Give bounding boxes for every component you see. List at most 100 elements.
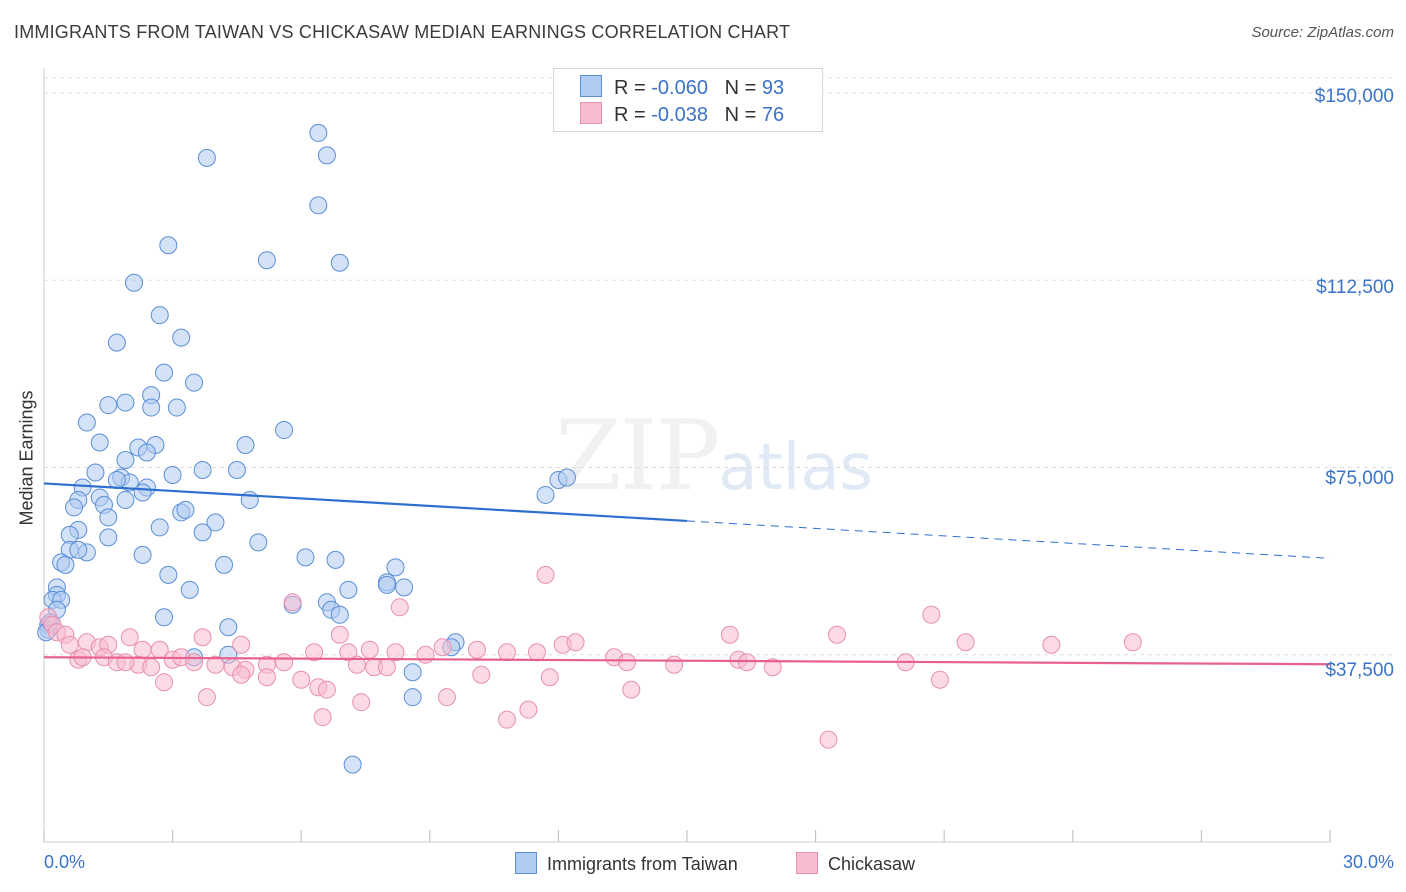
- chickasaw-swatch: [580, 102, 602, 124]
- taiwan-point: [296, 548, 315, 567]
- y-tick-label-150000: $150,000: [1314, 86, 1394, 107]
- taiwan-point: [60, 525, 79, 544]
- chickasaw-point: [339, 643, 358, 662]
- chickasaw-point: [116, 653, 135, 672]
- taiwan-point: [326, 550, 345, 569]
- y-axis-label: Median Earnings: [16, 390, 37, 526]
- taiwan-point: [330, 605, 349, 624]
- chickasaw-point: [352, 693, 371, 712]
- taiwan-point: [125, 273, 144, 292]
- chickasaw-point: [1123, 633, 1142, 652]
- taiwan-point: [377, 575, 396, 594]
- taiwan-point: [193, 460, 212, 479]
- taiwan-point: [142, 398, 161, 417]
- legend-row-taiwan: R = -0.060 N = 93: [580, 75, 784, 99]
- chickasaw-point: [185, 653, 204, 672]
- legend-n-value: 76: [761, 104, 785, 126]
- taiwan-point: [69, 540, 88, 559]
- taiwan-point: [240, 490, 259, 509]
- taiwan-point: [107, 333, 126, 352]
- taiwan-point: [155, 608, 174, 627]
- chickasaw-point: [193, 628, 212, 647]
- taiwan-swatch: [515, 852, 537, 874]
- taiwan-point: [137, 443, 156, 462]
- chickasaw-point: [155, 673, 174, 692]
- chickasaw-point: [930, 670, 949, 689]
- taiwan-point: [172, 328, 191, 347]
- chickasaw-point: [738, 653, 757, 672]
- chickasaw-swatch: [796, 852, 818, 874]
- taiwan-point: [99, 396, 118, 415]
- series-name-taiwan: Immigrants from Taiwan: [547, 854, 738, 874]
- taiwan-point: [536, 485, 555, 504]
- taiwan-point: [180, 580, 199, 599]
- taiwan-point: [133, 545, 152, 564]
- chickasaw-point: [437, 688, 456, 707]
- chickasaw-point: [540, 668, 559, 687]
- taiwan-point: [193, 523, 212, 542]
- taiwan-point: [116, 450, 135, 469]
- chickasaw-point: [292, 670, 311, 689]
- taiwan-point: [403, 663, 422, 682]
- chickasaw-point: [665, 655, 684, 674]
- chickasaw-point: [536, 565, 555, 584]
- chickasaw-point: [922, 605, 941, 624]
- chickasaw-point: [1042, 635, 1061, 654]
- taiwan-point: [65, 498, 84, 517]
- chickasaw-point: [347, 655, 366, 674]
- taiwan-swatch: [580, 75, 602, 97]
- taiwan-point: [317, 146, 336, 165]
- chickasaw-point: [497, 643, 516, 662]
- chickasaw-trend-line: [43, 656, 1331, 666]
- taiwan-point: [395, 578, 414, 597]
- taiwan-point: [116, 393, 135, 412]
- chickasaw-point: [497, 710, 516, 729]
- taiwan-trend-line: [43, 482, 688, 523]
- watermark-atlas: atlas: [718, 431, 873, 505]
- chickasaw-point: [142, 658, 161, 677]
- legend-n-value: 93: [761, 77, 785, 99]
- chickasaw-point: [956, 633, 975, 652]
- taiwan-point: [215, 555, 234, 574]
- chickasaw-point: [305, 643, 324, 662]
- taiwan-point: [257, 251, 276, 270]
- taiwan-point: [99, 508, 118, 527]
- chickasaw-point: [519, 700, 538, 719]
- x-tick-label-min: 0.0%: [44, 852, 86, 872]
- y-tick-label-112500: $112,500: [1316, 277, 1394, 298]
- taiwan-point: [403, 688, 422, 707]
- taiwan-point: [167, 398, 186, 417]
- taiwan-point: [150, 306, 169, 325]
- taiwan-point: [116, 490, 135, 509]
- chickasaw-point: [257, 668, 276, 687]
- chickasaw-point: [133, 640, 152, 659]
- chickasaw-point: [317, 680, 336, 699]
- bottom-legend-taiwan: Immigrants from Taiwan: [515, 852, 738, 875]
- chickasaw-point: [617, 653, 636, 672]
- legend-row-chickasaw: R = -0.038 N = 76: [580, 102, 784, 126]
- chickasaw-point: [232, 635, 251, 654]
- legend-r-label: R =: [614, 77, 652, 99]
- chickasaw-point: [390, 598, 409, 617]
- taiwan-point: [159, 236, 178, 255]
- taiwan-point: [557, 468, 576, 487]
- taiwan-point: [309, 196, 328, 215]
- taiwan-point: [227, 460, 246, 479]
- legend-r-label: R =: [614, 104, 652, 126]
- chickasaw-point: [330, 625, 349, 644]
- taiwan-point: [159, 565, 178, 584]
- chickasaw-point: [819, 730, 838, 749]
- chickasaw-point: [386, 643, 405, 662]
- chickasaw-point: [275, 653, 294, 672]
- chickasaw-point: [377, 658, 396, 677]
- taiwan-point: [236, 436, 255, 455]
- taiwan-point: [197, 148, 216, 167]
- chickasaw-point: [828, 625, 847, 644]
- taiwan-point: [176, 500, 195, 519]
- chickasaw-point: [622, 680, 641, 699]
- correlation-legend: R = -0.060 N = 93 R = -0.038 N = 76: [553, 68, 823, 132]
- taiwan-point: [56, 555, 75, 574]
- chickasaw-point: [197, 688, 216, 707]
- chart-title: IMMIGRANTS FROM TAIWAN VS CHICKASAW MEDI…: [14, 22, 791, 42]
- chickasaw-point: [283, 593, 302, 612]
